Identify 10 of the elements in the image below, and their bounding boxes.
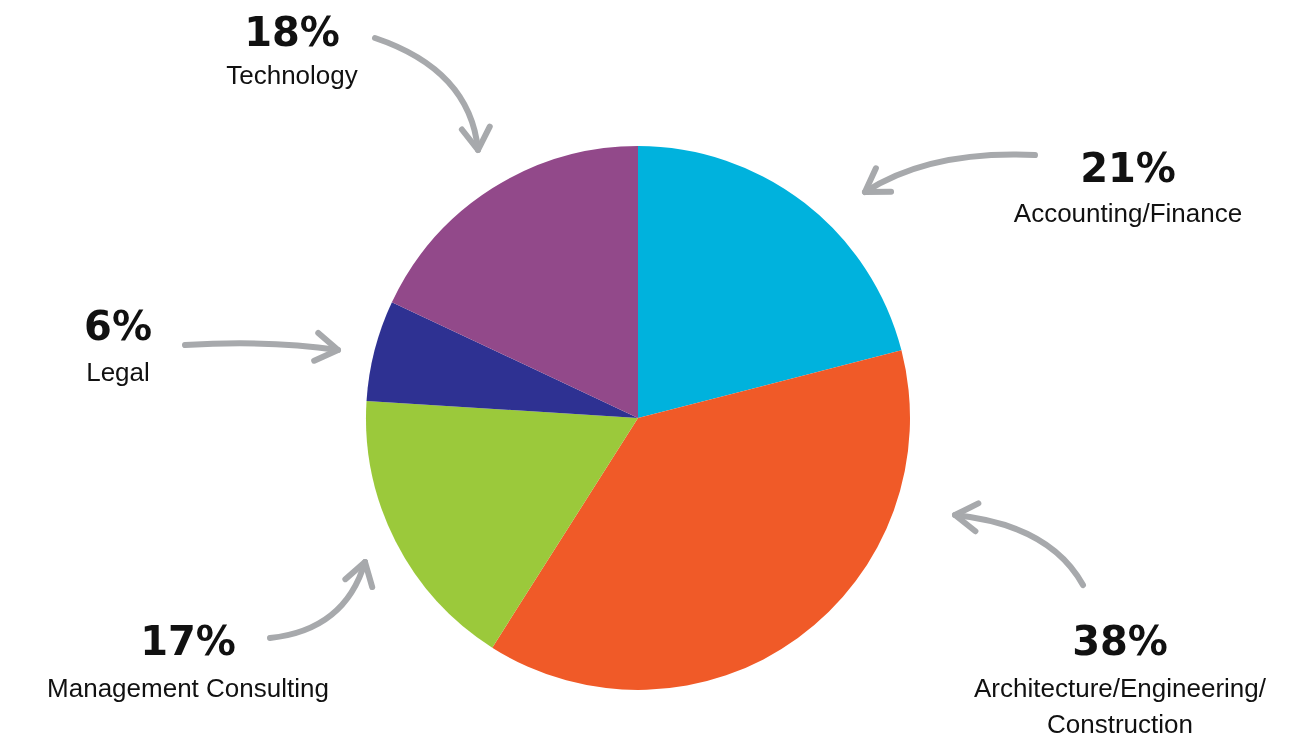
data-label: 17% <box>140 618 236 664</box>
slice-label: Management Consulting <box>47 673 329 703</box>
slice-label: Architecture/Engineering/Construction <box>974 673 1267 739</box>
slice-label: Legal <box>86 357 150 387</box>
slice-label: Accounting/Finance <box>1013 198 1243 228</box>
slice-label: Technology <box>226 60 358 90</box>
data-label: 21% <box>1080 145 1176 191</box>
data-label: 18% <box>244 9 340 55</box>
data-label: 38% <box>1072 618 1168 664</box>
data-label: 6% <box>84 303 152 349</box>
